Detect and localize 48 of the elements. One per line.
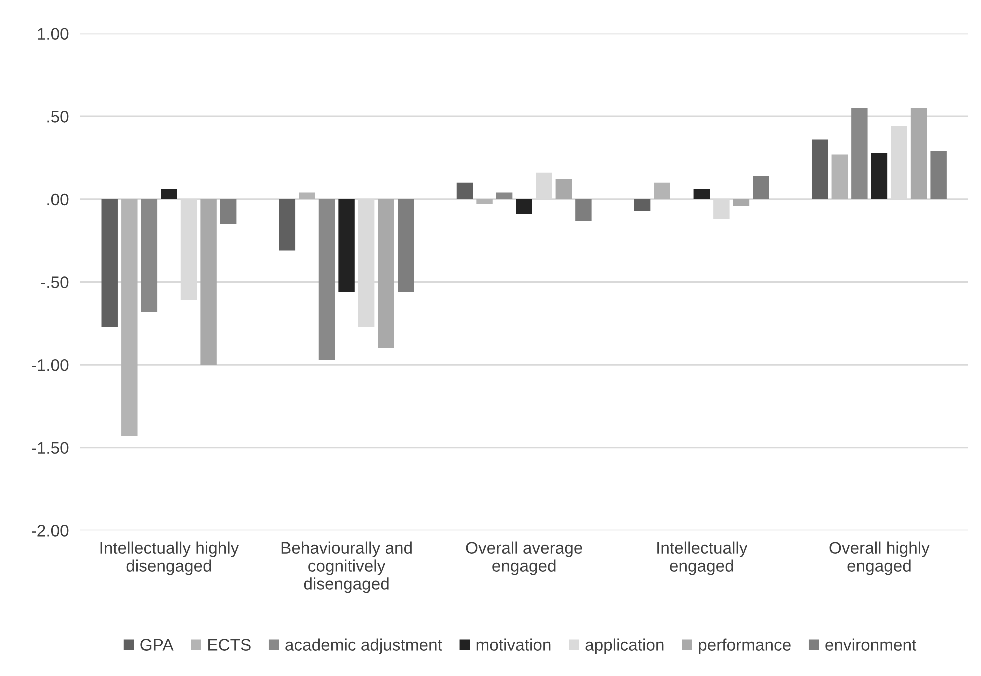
- bar: [122, 199, 138, 436]
- x-tick-label: Intellectually highly disengaged: [100, 542, 240, 576]
- bar: [279, 199, 296, 251]
- legend-label: ECTS: [208, 639, 251, 651]
- legend-label: academic adjustment: [286, 638, 442, 654]
- bar: [930, 151, 947, 200]
- bar: [733, 199, 750, 206]
- y-tick-label: 1.00: [38, 28, 69, 40]
- y-tick-label: .50: [48, 111, 69, 123]
- bar: [398, 199, 414, 292]
- bar: [910, 108, 928, 200]
- bar: [456, 182, 474, 200]
- bar: [812, 140, 828, 200]
- y-tick-label: -2.00: [32, 525, 69, 537]
- legend-label: performance: [699, 638, 791, 654]
- bar: [654, 182, 670, 200]
- bar: [496, 192, 513, 200]
- x-tick-label: Overall highly engaged: [830, 542, 930, 576]
- legend-label: application: [586, 638, 664, 654]
- bar: [871, 153, 888, 200]
- bar: [338, 199, 355, 292]
- legend-label: GPA: [140, 639, 174, 651]
- y-tick-label: .00: [48, 194, 69, 206]
- y-tick-label: -1.50: [32, 442, 69, 454]
- bar: [378, 199, 394, 348]
- bar: [516, 199, 532, 214]
- x-tick-label: Intellectually engaged: [658, 542, 748, 576]
- bar: [694, 189, 710, 200]
- bar: [200, 199, 217, 366]
- y-tick-label: -.50: [41, 276, 69, 288]
- y-tick-label: -1.00: [32, 359, 69, 372]
- bar: [220, 199, 237, 224]
- bar: [318, 199, 336, 360]
- bar: [141, 199, 158, 312]
- bar: [102, 199, 118, 327]
- bar: [576, 199, 592, 221]
- bar: [753, 176, 770, 200]
- bar: [161, 189, 178, 200]
- bar: [852, 108, 868, 200]
- bar: [476, 199, 493, 204]
- x-tick-label: Overall average engaged: [466, 542, 582, 576]
- bar: [299, 192, 316, 200]
- bar: [556, 180, 572, 200]
- bar: [832, 154, 848, 200]
- legend-label: environment: [826, 638, 917, 651]
- legend-label: motivation: [476, 638, 551, 651]
- x-tick-label: Behaviourally and cognitively disengaged: [282, 542, 412, 594]
- bar: [634, 199, 651, 212]
